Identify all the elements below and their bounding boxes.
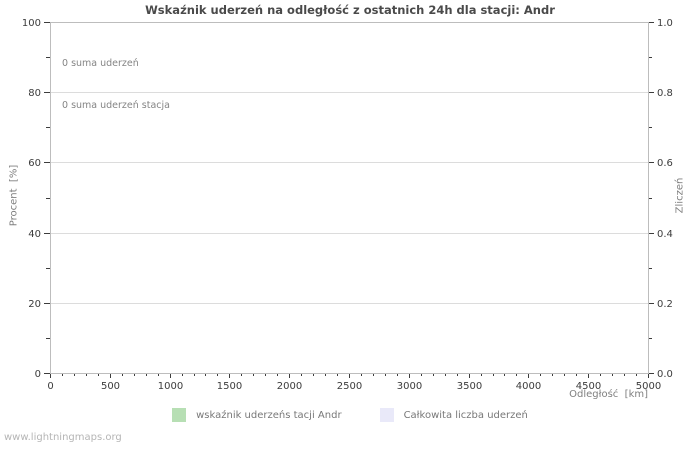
gridlines (50, 92, 648, 304)
y-axis-label-left: Procent [%] (8, 164, 20, 227)
svg-text:0.0: 0.0 (657, 369, 673, 380)
svg-text:2000: 2000 (277, 381, 302, 392)
svg-text:100: 100 (22, 18, 41, 29)
chart-title: Wskaźnik uderzeń na odległość z ostatnic… (145, 3, 555, 17)
legend-swatch-lavender (379, 408, 394, 422)
y-axis-label-right: Zliczeń (674, 177, 686, 214)
legend-label-station-ratio: wskaźnik uderzeńs tacji Andr (196, 409, 342, 421)
svg-text:60: 60 (28, 158, 41, 169)
watermark: www.lightningmaps.org (4, 432, 122, 443)
svg-text:40: 40 (28, 229, 41, 240)
svg-text:0.4: 0.4 (657, 229, 673, 240)
x-axis-label: Odległość [km] (569, 389, 648, 400)
legend: wskaźnik uderzeńs tacji Andr Całkowita l… (0, 408, 700, 422)
legend-swatch-green (172, 408, 187, 422)
svg-text:20: 20 (28, 299, 41, 310)
svg-text:5000: 5000 (636, 381, 661, 392)
svg-text:3500: 3500 (457, 381, 482, 392)
svg-text:3000: 3000 (397, 381, 422, 392)
svg-text:4000: 4000 (516, 381, 541, 392)
svg-text:1.0: 1.0 (657, 18, 673, 29)
annotation-line-station: 0 suma uderzeń stacja (62, 100, 170, 111)
svg-text:0.2: 0.2 (657, 299, 673, 310)
svg-text:0.8: 0.8 (657, 88, 673, 99)
svg-text:1000: 1000 (158, 381, 183, 392)
tick-labels: 0 0.0 20 0.2 40 0.4 60 0.6 80 0.8 100 1.0 0 500 1000 15… (22, 18, 673, 392)
svg-text:2500: 2500 (337, 381, 362, 392)
legend-label-total-strikes: Całkowita liczba uderzeń (403, 409, 528, 421)
svg-text:1500: 1500 (217, 381, 242, 392)
annotation-line-total: 0 suma uderzeń (62, 58, 139, 69)
svg-text:0.6: 0.6 (657, 158, 673, 169)
legend-item-total-strikes: Całkowita liczba uderzeń (379, 408, 528, 422)
legend-item-station-ratio: wskaźnik uderzeńs tacji Andr (172, 408, 342, 422)
svg-text:0: 0 (35, 369, 41, 380)
svg-text:500: 500 (101, 381, 120, 392)
annotation-block: 0 suma uderzeń 0 suma uderzeń stacja (62, 29, 170, 141)
svg-text:0: 0 (47, 381, 53, 392)
svg-text:4500: 4500 (576, 381, 601, 392)
svg-text:80: 80 (28, 88, 41, 99)
